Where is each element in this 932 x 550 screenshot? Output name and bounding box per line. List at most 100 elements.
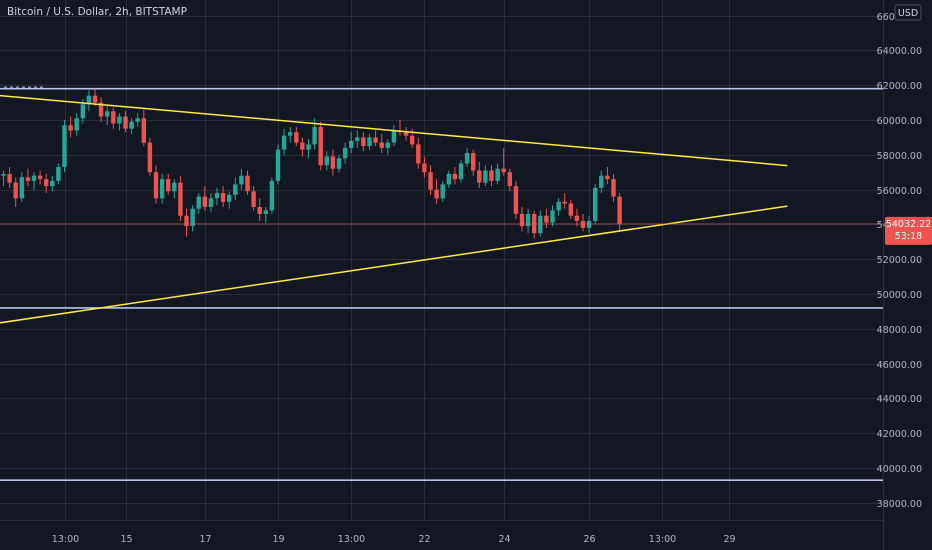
candle-body — [208, 198, 214, 207]
candle — [617, 193, 622, 232]
candle-body — [1, 173, 6, 176]
candle — [147, 137, 153, 176]
candle — [37, 170, 43, 185]
candle — [446, 170, 451, 188]
chart-title: Bitcoin / U.S. Dollar, 2h, BITSTAMP — [7, 6, 187, 18]
candle-body — [440, 184, 445, 199]
candle — [416, 137, 421, 169]
trendline — [0, 205, 788, 324]
candle — [208, 193, 214, 213]
candle — [385, 139, 390, 155]
candle-body — [538, 215, 543, 234]
candle — [562, 193, 567, 209]
candle-body — [471, 153, 476, 171]
candle-body — [452, 173, 458, 180]
candle-body — [428, 172, 433, 190]
candle — [300, 137, 305, 157]
candle — [507, 168, 512, 192]
candle-body — [31, 175, 37, 181]
candle-body — [80, 104, 85, 119]
candle-body — [611, 179, 616, 197]
candle-body — [111, 111, 116, 124]
candle-body — [202, 196, 207, 207]
time-tick-label: 24 — [498, 534, 510, 545]
svg-text:54032.22: 54032.22 — [886, 219, 931, 230]
candle-body — [617, 196, 622, 224]
candle — [556, 198, 561, 216]
currency-badge[interactable]: USD — [894, 4, 922, 21]
candle-body — [318, 126, 323, 166]
candle — [611, 173, 616, 202]
candle-body — [153, 172, 159, 199]
candle-body — [214, 193, 220, 199]
candle — [166, 173, 171, 195]
candle — [92, 88, 98, 107]
candle-body — [220, 193, 226, 202]
time-tick-label: 13:00 — [649, 534, 676, 545]
candle-body — [379, 142, 384, 148]
candle — [159, 173, 165, 204]
time-axis[interactable]: 13:00 15 17 19 13:00 22 24 26 13:00 29 — [52, 534, 736, 545]
candle-body — [391, 130, 397, 143]
horizontal-levels — [0, 86, 883, 481]
candle — [263, 207, 268, 223]
price-tick-label: 44000.00 — [877, 394, 922, 405]
candle-body — [373, 137, 378, 143]
candle — [464, 147, 470, 167]
candle-body — [416, 144, 421, 164]
candle-body — [519, 213, 525, 227]
candle — [184, 208, 189, 237]
price-tick-label: 48000.00 — [877, 325, 922, 336]
candles — [1, 88, 622, 239]
candle — [599, 170, 604, 194]
candle-body — [525, 213, 531, 227]
price-tick-label: 46000.00 — [877, 360, 922, 371]
candle — [275, 144, 281, 185]
candle-body — [312, 126, 317, 145]
price-tick-label: 40000.00 — [877, 464, 922, 475]
candle-body — [513, 186, 519, 214]
candle — [593, 184, 598, 225]
candle — [288, 126, 293, 143]
candle — [495, 163, 500, 185]
price-tick-label: 64000.00 — [877, 46, 922, 57]
candle-body — [501, 168, 506, 173]
price-tick-label: 38000.00 — [877, 499, 922, 510]
candle — [62, 120, 67, 173]
candle — [379, 133, 384, 154]
candle-body — [141, 118, 146, 143]
candle — [550, 205, 555, 227]
time-tick-label: 22 — [418, 534, 430, 545]
candle-body — [434, 189, 439, 199]
candle — [342, 142, 348, 164]
candle-body — [574, 215, 580, 221]
candle-body — [568, 203, 573, 216]
candle — [440, 180, 445, 202]
last-price-badge: 54032.22 53:18 — [885, 216, 932, 245]
candle — [117, 113, 122, 131]
candle-body — [288, 132, 293, 136]
candle — [422, 156, 427, 178]
candle — [452, 166, 458, 185]
candle-body — [477, 170, 482, 183]
candle-body — [367, 137, 372, 147]
time-tick-label: 15 — [120, 534, 132, 545]
candle-body — [74, 118, 79, 131]
candle — [580, 213, 586, 232]
candle-body — [233, 184, 238, 195]
candle-body — [56, 166, 61, 181]
candle-body — [593, 187, 598, 221]
candle-body — [245, 175, 250, 192]
price-axis[interactable]: 38000.00 40000.00 42000.00 44000.00 46000.00… — [877, 12, 922, 510]
candle — [403, 126, 409, 141]
candle-body — [605, 175, 610, 180]
candle-body — [403, 132, 409, 136]
candle-body — [239, 175, 244, 185]
candle-body — [172, 182, 177, 192]
candle-body — [147, 142, 153, 173]
candle — [306, 139, 311, 159]
candle — [373, 130, 378, 147]
candle-body — [13, 182, 18, 199]
